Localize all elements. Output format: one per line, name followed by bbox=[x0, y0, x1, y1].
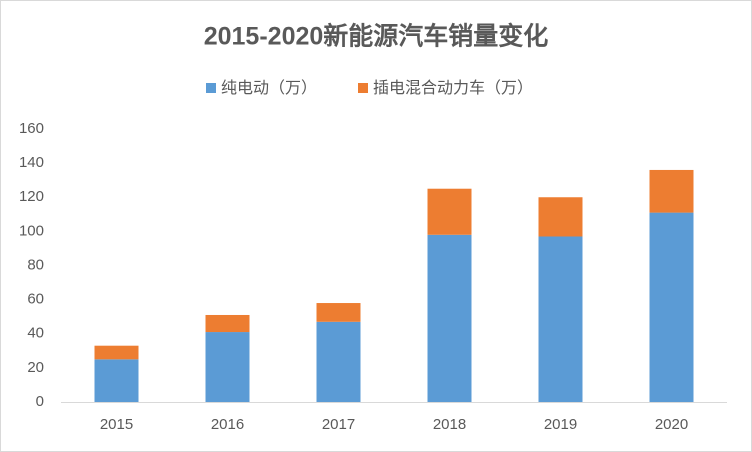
y-tick-label: 80 bbox=[27, 256, 44, 273]
chart-title: 2015-2020新能源汽车销量变化 bbox=[204, 22, 549, 51]
bar-segment bbox=[94, 359, 139, 402]
bar-segment bbox=[649, 169, 694, 213]
legend-swatch bbox=[206, 83, 216, 93]
x-tick-label: 2017 bbox=[322, 416, 355, 433]
bar-segment bbox=[205, 332, 250, 402]
legend-swatch bbox=[358, 83, 368, 93]
legend-label: 插电混合动力车（万） bbox=[373, 79, 533, 97]
x-tick-label: 2015 bbox=[100, 416, 133, 433]
bar-segment bbox=[316, 321, 361, 402]
y-tick-label: 0 bbox=[36, 393, 44, 410]
bar-segment bbox=[427, 188, 472, 235]
x-tick-label: 2020 bbox=[655, 416, 688, 433]
y-tick-label: 120 bbox=[19, 188, 44, 205]
bar-segment bbox=[649, 212, 694, 402]
x-tick-label: 2016 bbox=[211, 416, 244, 433]
bar-segment bbox=[94, 345, 139, 360]
y-tick-label: 160 bbox=[19, 120, 44, 137]
bar-segment bbox=[427, 234, 472, 402]
x-tick-label: 2019 bbox=[544, 416, 577, 433]
legend-label: 纯电动（万） bbox=[221, 79, 317, 97]
bar-segment bbox=[538, 236, 583, 402]
y-tick-label: 20 bbox=[27, 359, 44, 376]
y-tick-label: 140 bbox=[19, 154, 44, 171]
x-tick-label: 2018 bbox=[433, 416, 466, 433]
bar-segment bbox=[205, 314, 250, 333]
bar-segment bbox=[316, 303, 361, 322]
bar-segment bbox=[538, 197, 583, 237]
y-tick-label: 40 bbox=[27, 325, 44, 342]
y-tick-label: 100 bbox=[19, 222, 44, 239]
y-tick-label: 60 bbox=[27, 291, 44, 308]
